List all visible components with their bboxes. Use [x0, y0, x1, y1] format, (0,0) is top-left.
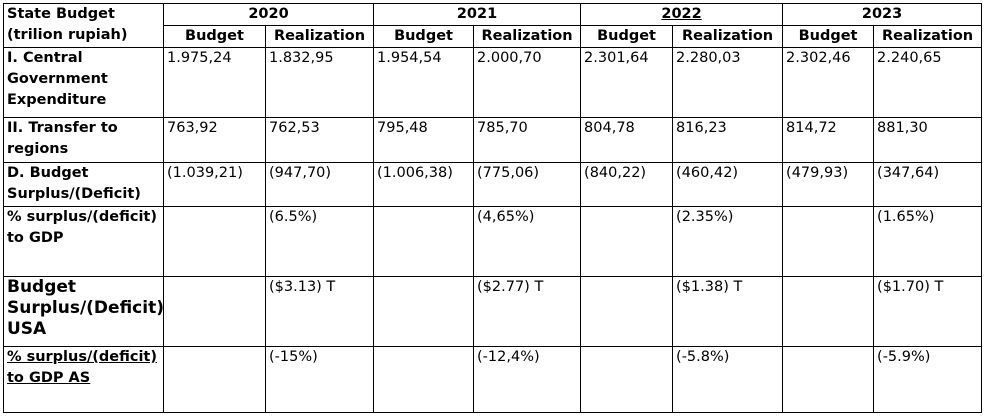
value-cell: 2.000,70	[473, 47, 582, 118]
value-cell: (-5.9%)	[873, 346, 983, 413]
value-cell: (1.65%)	[873, 206, 983, 277]
row-label: I. Central Government Expenditure	[3, 47, 164, 118]
value-cell: (460,42)	[672, 162, 784, 207]
subcolumn-header: Realization	[672, 25, 784, 48]
value-cell: (-12,4%)	[473, 346, 582, 413]
header-row: Budget Realization Budget Realization Budget…	[4, 25, 983, 48]
value-cell: 795,48	[373, 117, 475, 163]
budget-table: State Budget (trilion rupiah) 2020 2021 202…	[3, 3, 983, 413]
year-header: 2021	[373, 3, 582, 26]
value-cell: ($1.38) T	[672, 276, 784, 347]
data-row: I. Central Government Expenditure 1.975,2…	[3, 47, 983, 118]
value-cell: (840,22)	[580, 162, 674, 207]
subcolumn-header: Budget	[163, 25, 266, 48]
value-cell: (947,70)	[264, 162, 375, 207]
empty-cell	[580, 346, 674, 413]
value-cell: 2.302,46	[782, 47, 875, 118]
value-cell: (2.35%)	[672, 206, 784, 277]
value-cell: ($1.70) T	[873, 276, 983, 347]
value-cell: (4,65%)	[473, 206, 582, 277]
value-cell: (347,64)	[873, 162, 983, 207]
value-cell: (-5.8%)	[672, 346, 784, 413]
table-header: State Budget (trilion rupiah) 2020 2021 202…	[3, 3, 983, 48]
value-cell: (479,93)	[782, 162, 875, 207]
empty-cell	[163, 346, 266, 413]
row-label: % surplus/(deficit) to GDP AS	[3, 346, 164, 413]
value-cell: (6.5%)	[264, 206, 375, 277]
value-cell: 804,78	[580, 117, 674, 163]
subcolumn-header: Budget	[782, 25, 875, 48]
empty-cell	[373, 206, 475, 277]
row-label: D. Budget Surplus/(Deficit)	[3, 162, 164, 207]
year-header: 2023	[782, 3, 983, 26]
table-title: State Budget (trilion rupiah)	[3, 3, 164, 48]
subcolumn-header: Realization	[264, 25, 375, 48]
value-cell: (1.006,38)	[373, 162, 475, 207]
table-body: I. Central Government Expenditure 1.975,2…	[3, 47, 983, 413]
value-cell: 2.301,64	[580, 47, 674, 118]
empty-cell	[782, 276, 875, 347]
value-cell: 2.280,03	[672, 47, 784, 118]
empty-cell	[163, 276, 266, 347]
empty-cell	[782, 346, 875, 413]
empty-cell	[580, 206, 674, 277]
value-cell: ($2.77) T	[473, 276, 582, 347]
data-row: II. Transfer to regions 763,92 762,53 795,4…	[3, 117, 983, 163]
subcolumn-header: Realization	[473, 25, 582, 48]
subcolumn-header: Realization	[873, 25, 983, 48]
data-row: D. Budget Surplus/(Deficit) (1.039,21) (94…	[3, 162, 983, 207]
value-cell: 763,92	[163, 117, 266, 163]
value-cell: 881,30	[873, 117, 983, 163]
header-row: State Budget (trilion rupiah) 2020 2021 202…	[3, 3, 983, 48]
subcolumn-header: Budget	[373, 25, 475, 48]
row-label: Budget Surplus/(Deficit) USA	[3, 276, 164, 347]
empty-cell	[163, 206, 266, 277]
value-cell: 1.954,54	[373, 47, 475, 118]
empty-cell	[782, 206, 875, 277]
value-cell: 785,70	[473, 117, 582, 163]
row-label: II. Transfer to regions	[3, 117, 164, 163]
data-row: % surplus/(deficit) to GDP (6.5%) (4,65%) (…	[3, 206, 983, 277]
empty-cell	[373, 276, 475, 347]
subcolumn-header: Budget	[580, 25, 674, 48]
value-cell: 816,23	[672, 117, 784, 163]
empty-cell	[580, 276, 674, 347]
value-cell: 1.832,95	[264, 47, 375, 118]
value-cell: 814,72	[782, 117, 875, 163]
value-cell: 2.240,65	[873, 47, 983, 118]
value-cell: ($3.13) T	[264, 276, 375, 347]
page: State Budget (trilion rupiah) 2020 2021 202…	[0, 3, 985, 413]
value-cell: (775,06)	[473, 162, 582, 207]
row-label: % surplus/(deficit) to GDP	[3, 206, 164, 277]
value-cell: (-15%)	[264, 346, 375, 413]
empty-cell	[373, 346, 475, 413]
value-cell: 1.975,24	[163, 47, 266, 118]
year-header: 2020	[162, 3, 375, 26]
data-row: Budget Surplus/(Deficit) USA ($3.13) T ($2…	[3, 276, 983, 347]
year-header: 2022	[580, 3, 784, 26]
value-cell: (1.039,21)	[163, 162, 266, 207]
value-cell: 762,53	[264, 117, 375, 163]
data-row: % surplus/(deficit) to GDP AS (-15%) (-12,…	[3, 346, 983, 413]
